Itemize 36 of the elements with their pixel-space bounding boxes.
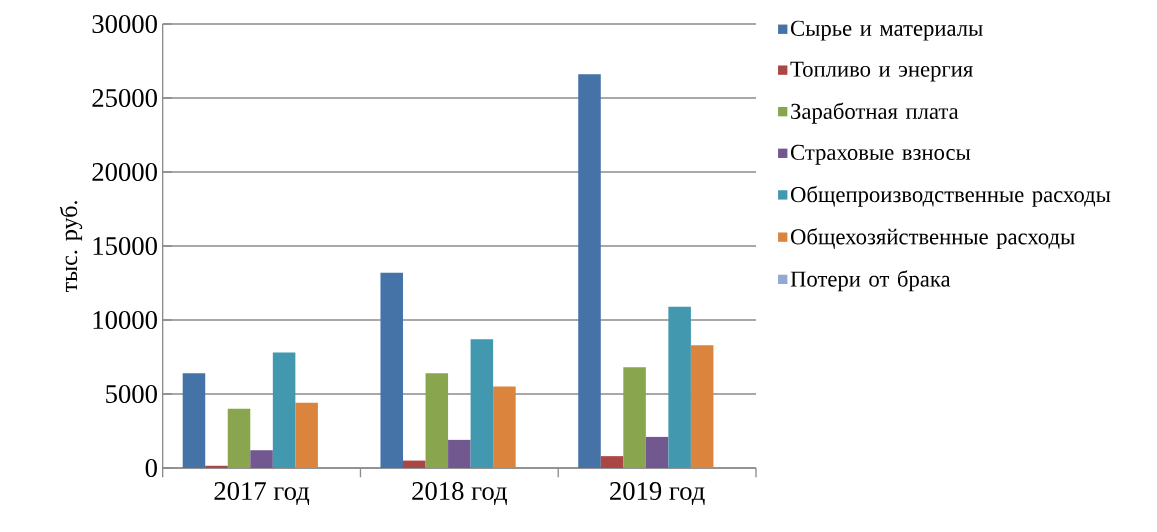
y-tick-label: 25000 xyxy=(92,89,157,107)
legend-label: Общепроизводственные расходы xyxy=(790,185,1111,207)
bar xyxy=(425,373,449,468)
x-tick-label: 2017 год xyxy=(214,482,310,505)
bar xyxy=(645,436,669,468)
bar xyxy=(182,373,206,468)
bar xyxy=(403,460,426,468)
y-axis-title: тыс. руб. xyxy=(59,201,83,293)
bar xyxy=(448,439,471,468)
x-tick-label: 2018 год xyxy=(412,482,507,505)
y-tick-label: 10000 xyxy=(93,311,157,329)
bar xyxy=(205,465,228,468)
legend-label: Страховые взносы xyxy=(790,144,971,165)
bar xyxy=(493,386,516,468)
bar xyxy=(668,306,691,468)
y-tick-label: 20000 xyxy=(92,163,157,181)
y-tick-label: 30000 xyxy=(92,15,157,33)
bar xyxy=(623,367,646,468)
bar xyxy=(600,456,624,468)
bar xyxy=(380,272,403,468)
y-tick-label: 15000 xyxy=(93,237,157,255)
legend-label: Заработная плата xyxy=(791,102,959,124)
x-tick-label: 2019 год xyxy=(610,482,705,505)
legend-label: Топливо и энергия xyxy=(790,61,973,82)
legend-label: Сырье и материалы xyxy=(790,20,983,41)
bar xyxy=(272,352,296,468)
bar xyxy=(578,74,601,468)
bar xyxy=(295,402,318,468)
legend-label: Потери от брака xyxy=(790,270,951,292)
bar xyxy=(690,345,714,468)
bar xyxy=(250,450,273,468)
bar xyxy=(227,408,251,468)
y-tick-label: 5000 xyxy=(106,384,157,403)
bar xyxy=(470,339,494,468)
legend-label: Общехозяйственные расходы xyxy=(790,228,1075,250)
y-tick-label: 0 xyxy=(145,458,157,477)
